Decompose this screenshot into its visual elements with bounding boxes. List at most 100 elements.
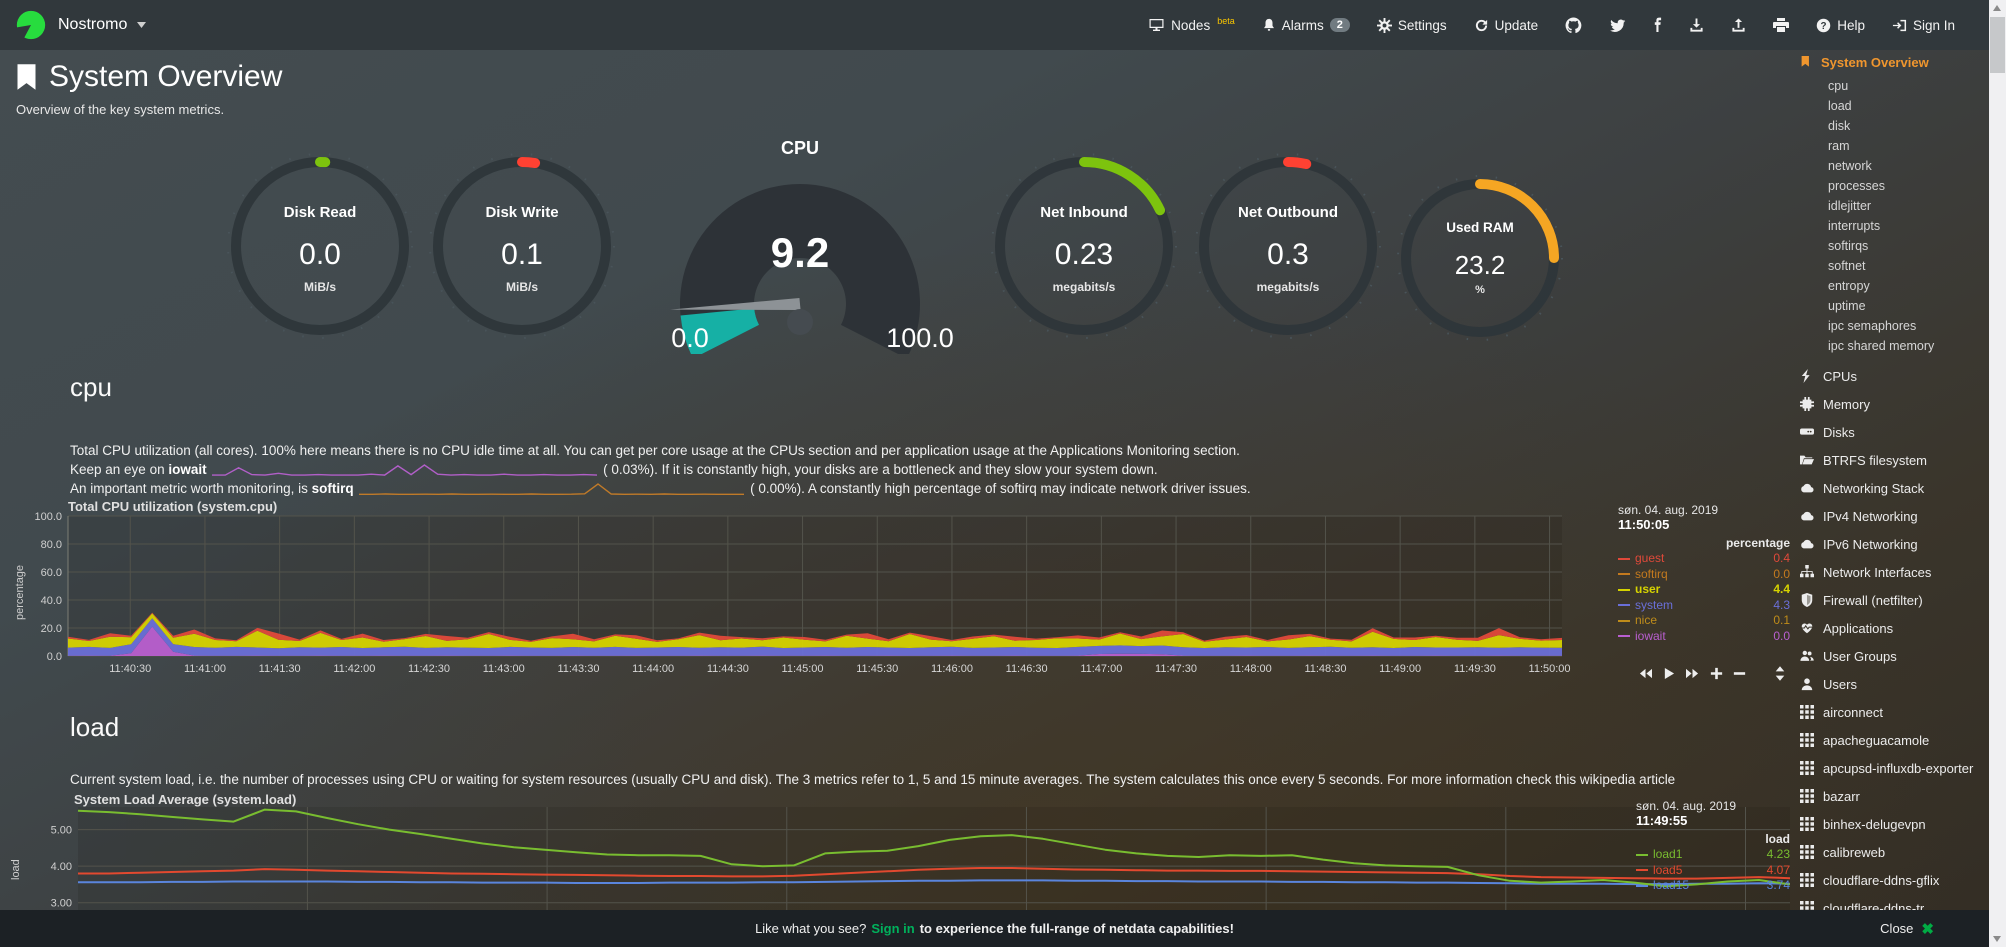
legend-item-load1[interactable]: load1 4.23 <box>1636 847 1790 863</box>
nav-alarms[interactable]: Alarms 2 <box>1262 17 1350 33</box>
scrollbar-up-arrow[interactable] <box>1989 0 2006 16</box>
sidebar-item-ram[interactable]: ram <box>1828 139 1850 153</box>
gauge-used-ram[interactable]: Used RAM 23.2 % <box>1394 172 1566 344</box>
sidebar-item-cpu[interactable]: cpu <box>1828 79 1849 93</box>
node-name: Nostromo <box>58 16 128 33</box>
grid-icon <box>1800 901 1814 910</box>
monitor-icon <box>1149 18 1164 31</box>
gauge-net-inbound[interactable]: Net Inbound 0.23 megabits/s <box>988 150 1180 342</box>
sidebar-item-cpus[interactable]: CPUs <box>1800 369 1990 384</box>
sidebar-item-network-interfaces[interactable]: Network Interfaces <box>1800 565 1990 580</box>
legend-item-guest[interactable]: guest 0.4 <box>1618 551 1790 567</box>
svg-text:11:49:00: 11:49:00 <box>1379 663 1421 675</box>
sidebar-item-firewall-netfilter-[interactable]: Firewall (netfilter) <box>1800 593 1990 608</box>
bookmark-icon <box>17 64 36 90</box>
sidebar-item-apcupsd-influxdb-exporter[interactable]: apcupsd-influxdb-exporter <box>1800 761 1990 776</box>
nav-upload[interactable] <box>1731 17 1746 33</box>
legend-item-iowait[interactable]: iowait 0.0 <box>1618 629 1790 645</box>
sidebar-item-ipv4-networking[interactable]: IPv4 Networking <box>1800 509 1990 524</box>
cpu-chart-canvas[interactable]: 100.0 80.0 60.0 40.0 20.0 0.0 Total CPU utiliz… <box>30 500 1630 686</box>
sidebar-item-btrfs-filesystem[interactable]: BTRFS filesystem <box>1800 453 1990 468</box>
nav-help[interactable]: ? Help <box>1816 18 1865 33</box>
sidebar-item-cloudflare-ddns-tr[interactable]: cloudflare-ddns-tr <box>1800 901 1990 910</box>
nav-download[interactable] <box>1689 17 1704 33</box>
sidebar-item-uptime[interactable]: uptime <box>1828 299 1866 313</box>
grid-icon <box>1800 817 1814 831</box>
sidebar-item-ipv6-networking[interactable]: IPv6 Networking <box>1800 537 1990 552</box>
softirq-sparkline[interactable] <box>359 482 745 497</box>
legend-swatch <box>1618 573 1630 576</box>
gauge-net-outbound[interactable]: Net Outbound 0.3 megabits/s <box>1192 150 1384 342</box>
nav-settings[interactable]: Settings <box>1376 17 1447 33</box>
svg-text:11:44:30: 11:44:30 <box>707 663 749 675</box>
nav-nodes[interactable]: Nodes beta <box>1148 16 1235 33</box>
nav-print[interactable] <box>1773 17 1790 33</box>
sidebar-item-users[interactable]: Users <box>1800 677 1990 692</box>
sidebar-item-applications[interactable]: Applications <box>1800 621 1990 636</box>
sidebar-item-load[interactable]: load <box>1828 99 1852 113</box>
sidebar-item-memory[interactable]: Memory <box>1800 397 1990 412</box>
sidebar-item-softirqs[interactable]: softirqs <box>1828 239 1869 253</box>
sidebar-item-apacheguacamole[interactable]: apacheguacamole <box>1800 733 1990 748</box>
sidebar-item-ipc-shared-memory[interactable]: ipc shared memory <box>1828 339 1935 353</box>
sidebar-item-processes[interactable]: processes <box>1828 179 1885 193</box>
sidebar-item-airconnect[interactable]: airconnect <box>1800 705 1990 720</box>
update-reload-icon <box>1475 19 1487 31</box>
shield-icon <box>1801 593 1813 607</box>
scrollbar-thumb[interactable] <box>1990 17 2005 73</box>
nav-facebook[interactable] <box>1653 17 1662 33</box>
nav-twitter[interactable] <box>1609 18 1626 33</box>
zoom-in-button[interactable] <box>1710 667 1723 680</box>
legend-item-system[interactable]: system 4.3 <box>1618 598 1790 614</box>
brand-menu[interactable]: Nostromo <box>0 8 147 42</box>
sidebar-item-user-groups[interactable]: User Groups <box>1800 649 1990 664</box>
svg-text:60.0: 60.0 <box>41 567 62 579</box>
sidebar-item-binhex-delugevpn[interactable]: binhex-delugevpn <box>1800 817 1990 832</box>
sidebar-item-entropy[interactable]: entropy <box>1828 279 1870 293</box>
gauge-unit: MiB/s <box>505 280 538 294</box>
beta-tag: beta <box>1217 16 1235 26</box>
sidebar-item-calibreweb[interactable]: calibreweb <box>1800 845 1990 860</box>
signin-link[interactable]: Sign in <box>871 921 915 936</box>
legend-item-user[interactable]: user 4.4 <box>1618 582 1790 598</box>
nav-signin[interactable]: Sign In <box>1892 18 1955 33</box>
sidebar-item-disks[interactable]: Disks <box>1800 425 1990 440</box>
sidebar-item-disk[interactable]: disk <box>1828 119 1851 133</box>
iowait-sparkline[interactable] <box>212 463 598 478</box>
sidebar-item-network[interactable]: network <box>1828 159 1872 173</box>
pan-backward-button[interactable] <box>1638 667 1653 680</box>
sidebar-item-ipc-semaphores[interactable]: ipc semaphores <box>1828 319 1917 333</box>
sidebar-item-cloudflare-ddns-gflix[interactable]: cloudflare-ddns-gflix <box>1800 873 1990 888</box>
nav-update[interactable]: Update <box>1474 18 1538 33</box>
legend-swatch <box>1618 635 1630 638</box>
resize-handle[interactable] <box>1774 666 1786 681</box>
page-scrollbar[interactable] <box>1989 0 2006 947</box>
gauge-value: 0.1 <box>501 238 543 271</box>
legend-item-softirq[interactable]: softirq 0.0 <box>1618 567 1790 583</box>
folder-open-icon <box>1800 455 1814 465</box>
sidebar-item-idlejitter[interactable]: idlejitter <box>1828 199 1872 213</box>
sidebar-item-softnet[interactable]: softnet <box>1828 259 1866 273</box>
gear-icon <box>1376 17 1392 33</box>
sidebar-item-bazarr[interactable]: bazarr <box>1800 789 1990 804</box>
legend-item-load15[interactable]: load15 3.74 <box>1636 878 1790 894</box>
gauge-disk-read[interactable]: Disk Read 0.0 MiB/s <box>224 150 416 342</box>
gauge-value: 0.0 <box>299 238 341 271</box>
gauge-disk-write[interactable]: Disk Write 0.1 MiB/s <box>426 150 618 342</box>
pan-forward-button[interactable] <box>1685 667 1700 680</box>
sidebar-item-system-overview[interactable]: System Overview <box>1800 55 1990 70</box>
play-button[interactable] <box>1663 667 1675 680</box>
sidebar-item-networking-stack[interactable]: Networking Stack <box>1800 481 1990 496</box>
scrollbar-down-arrow[interactable] <box>1989 931 2006 947</box>
sidebar-item-interrupts[interactable]: interrupts <box>1828 219 1881 233</box>
legend-item-nice[interactable]: nice 0.1 <box>1618 613 1790 629</box>
signin-banner: Like what you see? Sign in to experience… <box>0 910 1989 947</box>
facebook-icon <box>1655 17 1662 32</box>
nav-github[interactable] <box>1565 17 1582 34</box>
zoom-out-button[interactable] <box>1733 667 1746 680</box>
gauge-value: 0.23 <box>1054 238 1114 271</box>
banner-close-button[interactable]: Close ✖ <box>1880 920 1934 938</box>
legend-swatch <box>1618 557 1630 560</box>
legend-item-load5[interactable]: load5 4.07 <box>1636 863 1790 879</box>
